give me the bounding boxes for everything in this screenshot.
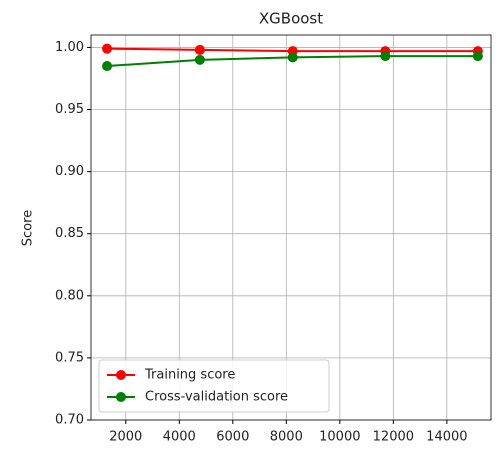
data-point xyxy=(287,52,298,63)
x-tick-label: 4000 xyxy=(163,430,196,445)
x-tick-label: 8000 xyxy=(270,430,303,445)
chart-title: XGBoost xyxy=(259,10,323,28)
legend-marker xyxy=(116,370,126,380)
y-tick-label: 0.75 xyxy=(55,350,84,365)
legend-label: Cross-validation score xyxy=(145,390,288,405)
data-point xyxy=(380,51,391,62)
y-tick-label: 0.90 xyxy=(55,164,84,179)
y-tick-label: 0.95 xyxy=(55,102,84,117)
x-tick-label: 6000 xyxy=(216,430,249,445)
y-tick-label: 0.70 xyxy=(55,413,84,428)
x-tick-label: 14000 xyxy=(426,430,467,445)
y-axis-label: Score xyxy=(21,210,36,246)
legend-label: Training score xyxy=(144,368,235,383)
y-tick-label: 1.00 xyxy=(55,40,84,55)
data-point xyxy=(102,61,113,72)
x-tick-label: 10000 xyxy=(319,430,360,445)
data-point xyxy=(472,51,483,62)
y-tick-label: 0.80 xyxy=(55,288,84,303)
x-tick-label: 12000 xyxy=(373,430,414,445)
legend-marker xyxy=(116,392,126,402)
data-point xyxy=(194,54,205,65)
data-point xyxy=(194,44,205,55)
plot-frame xyxy=(90,34,492,421)
legend-box xyxy=(98,359,330,413)
y-tick-label: 0.85 xyxy=(55,226,84,241)
data-point xyxy=(102,43,113,54)
x-tick-label: 2000 xyxy=(109,430,142,445)
